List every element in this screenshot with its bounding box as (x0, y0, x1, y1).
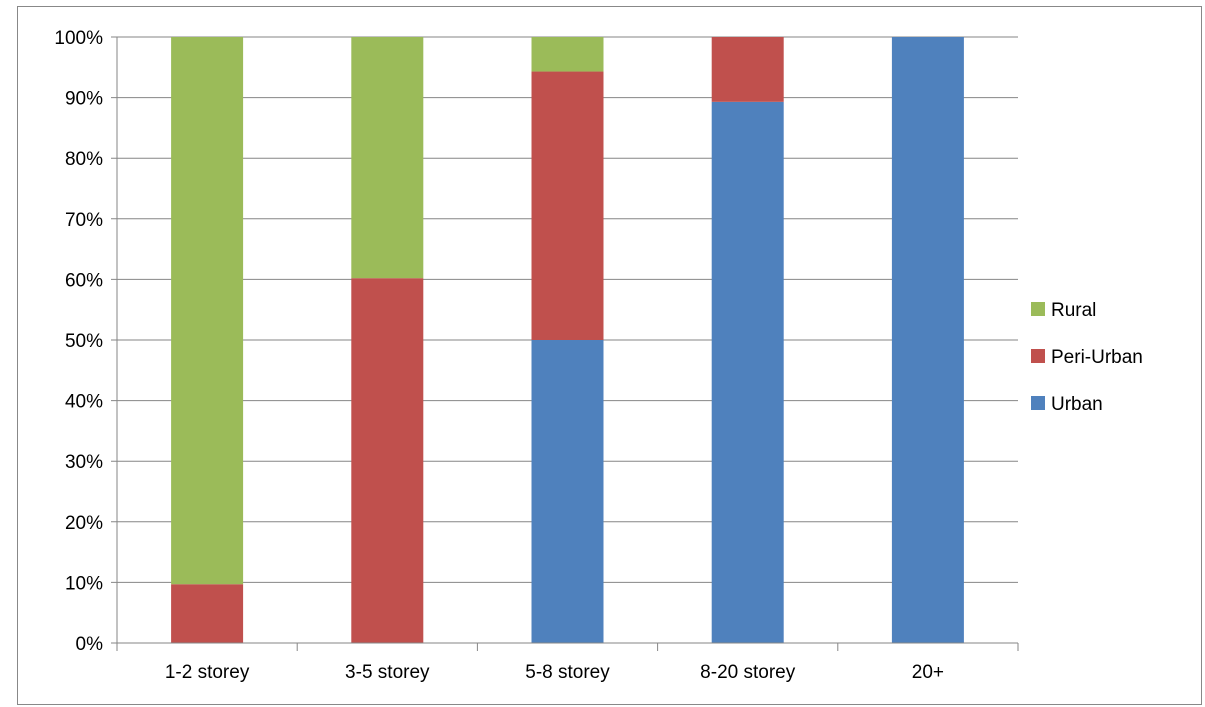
bar-segment-urban (711, 101, 784, 644)
y-tick-label: 10% (65, 573, 103, 594)
y-tick-label: 70% (65, 210, 103, 231)
y-tick-label: 40% (65, 392, 103, 413)
legend-swatch (1031, 349, 1045, 363)
bars (171, 37, 964, 644)
legend: Rural Peri-Urban Urban (1031, 300, 1143, 415)
bar-segment-peri-urban (171, 584, 244, 643)
legend-label: Rural (1051, 300, 1096, 321)
x-tick-label: 1-2 storey (165, 662, 250, 683)
y-tick-label: 60% (65, 270, 103, 291)
bar-segment-peri-urban (531, 71, 604, 341)
y-tick-label: 50% (65, 331, 103, 352)
y-tick-label: 100% (54, 28, 103, 49)
bar-segment-rural (531, 37, 604, 72)
x-axis-labels: 1-2 storey 3-5 storey 5-8 storey 8-20 store… (165, 662, 944, 683)
y-tick-label: 30% (65, 452, 103, 473)
y-tick-label: 20% (65, 513, 103, 534)
x-tick-label: 20+ (912, 662, 944, 683)
bar-segment-rural (351, 37, 424, 279)
y-tick-label: 90% (65, 89, 103, 110)
bar-segment-peri-urban (351, 278, 424, 643)
bar-segment-urban (531, 340, 604, 643)
bar-segment-rural (171, 37, 244, 585)
axes (116, 37, 1019, 651)
legend-swatch (1031, 396, 1045, 410)
y-tick-label: 80% (65, 149, 103, 170)
legend-label: Peri-Urban (1051, 347, 1143, 368)
x-tick-label: 3-5 storey (345, 662, 430, 683)
y-tick-label: 0% (76, 634, 104, 655)
legend-label: Urban (1051, 394, 1103, 415)
x-tick-label: 8-20 storey (700, 662, 796, 683)
legend-swatch (1031, 302, 1045, 316)
bar-segment-urban (891, 37, 964, 643)
y-axis-labels: 0% 10% 20% 30% 40% 50% 60% 70% 80% 90% 100% (54, 28, 103, 655)
bar-segment-peri-urban (711, 37, 784, 102)
x-tick-label: 5-8 storey (525, 662, 610, 683)
